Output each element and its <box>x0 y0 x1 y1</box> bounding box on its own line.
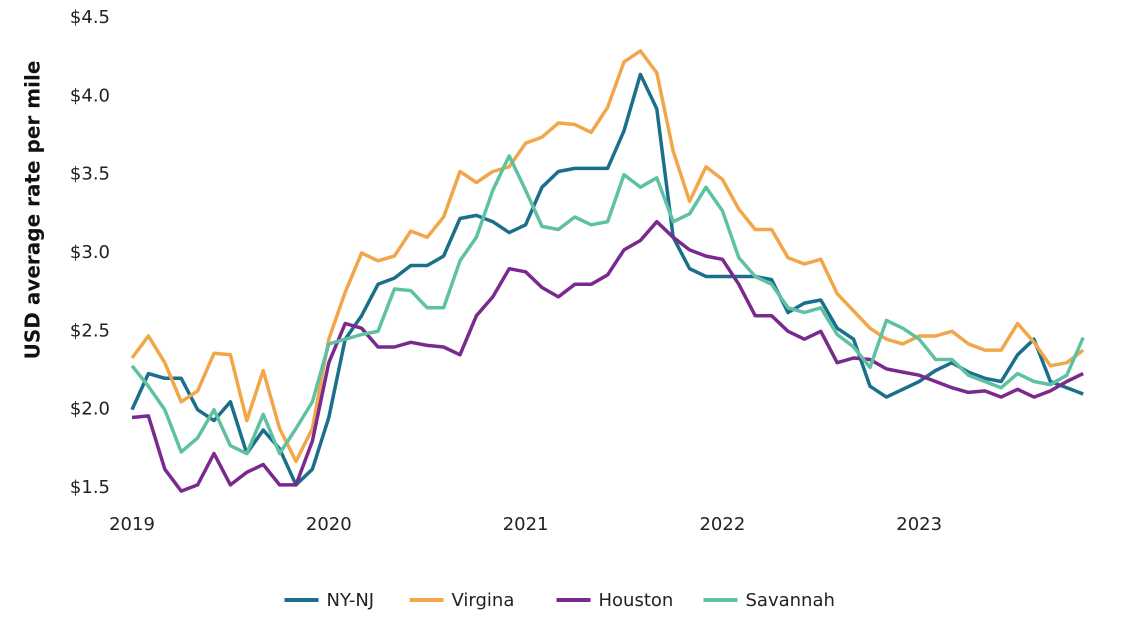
y-tick-label: $4.5 <box>70 7 110 28</box>
x-tick-label: 2020 <box>306 514 352 535</box>
series-line <box>131 219 1084 493</box>
x-tick-label: 2019 <box>109 514 155 535</box>
legend-label: Savannah <box>746 590 835 611</box>
x-tick-label: 2022 <box>699 514 745 535</box>
x-tick-label: 2023 <box>896 514 942 535</box>
series-line <box>130 72 1084 487</box>
y-tick-label: $4.0 <box>70 85 110 106</box>
series-line <box>130 154 1085 456</box>
x-tick-label: 2021 <box>503 514 549 535</box>
legend-label: Houston <box>599 590 674 611</box>
y-tick-label: $3.5 <box>70 164 110 185</box>
series-line <box>130 49 1085 464</box>
legend-label: Virgina <box>452 590 515 611</box>
y-axis-label: USD average rate per mile <box>21 61 45 360</box>
legend-label: NY-NJ <box>327 590 375 611</box>
y-tick-label: $2.0 <box>70 399 110 420</box>
y-tick-label: $2.5 <box>70 320 110 341</box>
y-tick-label: $1.5 <box>70 477 110 498</box>
y-tick-label: $3.0 <box>70 242 110 263</box>
